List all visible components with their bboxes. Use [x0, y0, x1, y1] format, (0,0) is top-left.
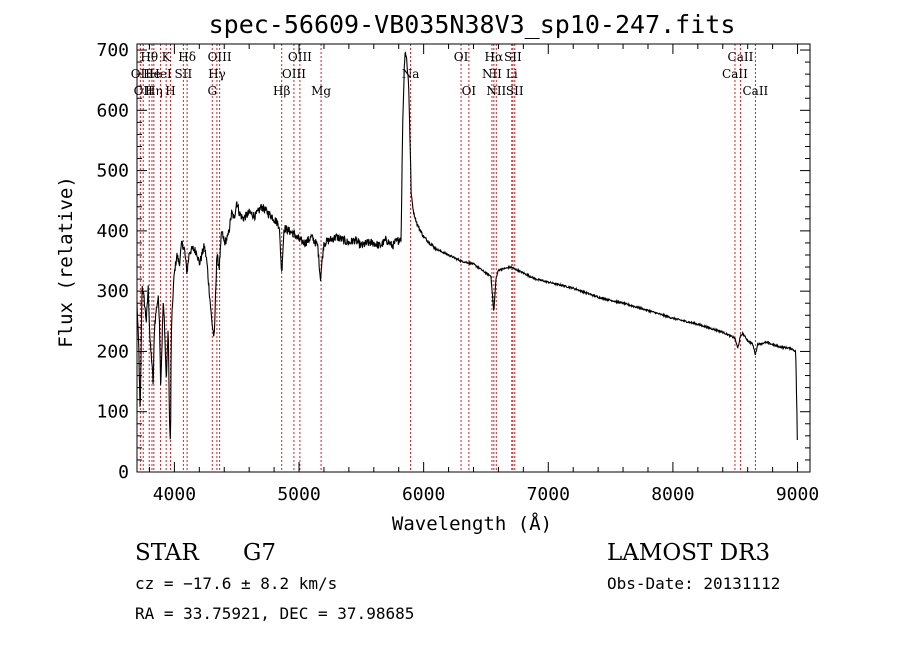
line-label: OI — [462, 84, 477, 98]
line-label: CaII — [728, 50, 754, 64]
line-label: OIII — [282, 67, 306, 81]
plot-frame — [136, 43, 811, 473]
object-class: STAR — [135, 540, 199, 566]
line-label: OIII — [288, 50, 312, 64]
line-label: SII — [506, 84, 524, 98]
line-label: Li — [506, 67, 518, 81]
line-label: He — [143, 67, 161, 81]
object-subclass: G7 — [243, 540, 276, 566]
y-tick-label: 500 — [96, 161, 129, 182]
y-tick-label: 100 — [96, 402, 129, 423]
line-label: SII — [175, 67, 193, 81]
x-axis-ticks: 4000 5000 6000 7000 8000 9000 — [148, 44, 819, 505]
line-label: SII — [504, 50, 522, 64]
line-label: G — [207, 84, 217, 98]
line-label: Na — [402, 67, 420, 81]
spectrum-line — [136, 51, 798, 441]
x-tick-label: 5000 — [277, 484, 320, 505]
x-tick-label: 4000 — [153, 484, 196, 505]
line-label: Hβ — [273, 84, 290, 98]
line-label: HeI — [149, 67, 172, 81]
y-tick-label: 300 — [96, 281, 129, 302]
y-tick-label: 600 — [96, 100, 129, 121]
x-tick-label: 8000 — [651, 484, 694, 505]
y-tick-label: 400 — [96, 221, 129, 242]
chart-title: spec-56609-VB035N38V3_sp10-247.fits — [209, 10, 736, 39]
x-tick-label: 6000 — [402, 484, 445, 505]
obs-date: Obs-Date: 20131112 — [607, 574, 780, 593]
line-label: NII — [482, 67, 502, 81]
x-axis-label: Wavelength (Å) — [392, 512, 552, 535]
line-label: OI — [454, 50, 469, 64]
line-label: Mg — [311, 84, 331, 98]
line-label: OII — [134, 84, 154, 98]
y-tick-label: 0 — [118, 462, 129, 483]
x-tick-label: 9000 — [776, 484, 819, 505]
y-tick-label: 200 — [96, 341, 129, 362]
line-label: Hθ — [140, 50, 158, 64]
line-label: CaII — [742, 84, 768, 98]
x-tick-label: 7000 — [527, 484, 570, 505]
line-label: NII — [486, 84, 506, 98]
line-label: H — [165, 84, 175, 98]
y-axis-ticks: 0 100 200 300 400 500 600 700 — [96, 40, 810, 483]
line-label: Hη — [145, 84, 163, 98]
spectral-line-markers — [139, 44, 756, 472]
y-axis-label: Flux (relative) — [55, 176, 77, 348]
y-tick-label: 700 — [96, 40, 129, 61]
line-label: Hα — [485, 50, 504, 64]
line-label: Hγ — [208, 67, 226, 81]
line-label: K — [162, 50, 172, 64]
coordinates: RA = 33.75921, DEC = 37.98685 — [135, 604, 414, 623]
line-label: Hδ — [178, 50, 196, 64]
line-label: CaII — [722, 67, 748, 81]
line-label: OIII — [208, 50, 232, 64]
spectral-line-labels: OIIOIIHθHeHηHeIKHSIIHδGHγOIIIHβOIIIOIIIM… — [131, 50, 769, 98]
redshift-value: cz = −17.6 ± 8.2 km/s — [135, 574, 337, 593]
survey-name: LAMOST DR3 — [607, 540, 770, 566]
